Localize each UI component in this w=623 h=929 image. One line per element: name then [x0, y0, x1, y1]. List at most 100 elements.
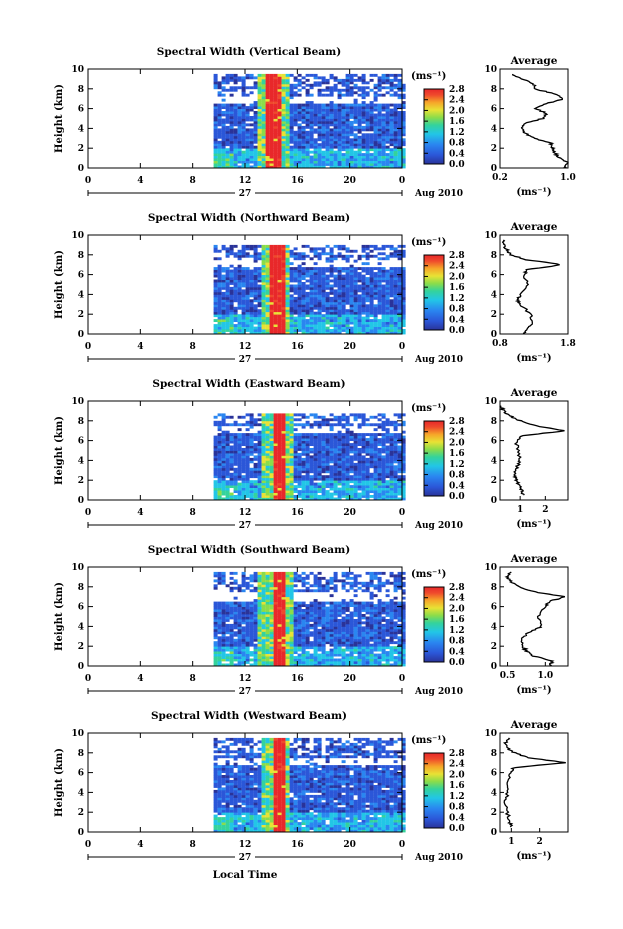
heatmap-cell — [245, 435, 250, 439]
heatmap-cell — [325, 81, 330, 85]
heatmap-cell — [329, 475, 334, 479]
heatmap-cell — [361, 279, 366, 283]
heatmap-cell — [245, 284, 250, 288]
heatmap-cell — [389, 73, 394, 77]
heatmap-cell — [265, 465, 270, 469]
heatmap-cell — [385, 490, 390, 493]
heatmap-cell — [381, 294, 386, 298]
heatmap-cell — [365, 272, 370, 275]
heatmap-cell — [385, 286, 390, 290]
heatmap-cell — [217, 651, 222, 654]
heatmap-cell — [385, 440, 390, 444]
heatmap-cell — [225, 495, 230, 498]
heatmap-cell — [401, 462, 406, 466]
heatmap-cell — [253, 311, 258, 315]
heatmap-cell — [285, 160, 290, 164]
heatmap-cell — [237, 143, 242, 147]
heatmap-cell — [281, 130, 286, 134]
heatmap-cell — [389, 244, 394, 248]
heatmap-cell — [237, 455, 242, 459]
heatmap-cell — [397, 492, 402, 496]
heatmap-cell — [221, 135, 226, 139]
heatmap-cell — [269, 244, 274, 248]
heatmap-cell — [317, 294, 322, 298]
heatmap-cell — [301, 457, 306, 461]
heatmap-cell — [377, 492, 382, 496]
heatmap-cell — [229, 299, 234, 303]
heatmap-cell — [237, 497, 242, 501]
heatmap-cell — [257, 299, 262, 303]
heatmap-cell — [241, 120, 246, 124]
heatmap-cell — [365, 443, 370, 446]
heatmap-cell — [365, 108, 370, 112]
heatmap-cell — [377, 160, 382, 164]
heatmap-cell — [257, 111, 262, 114]
heatmap-cell — [357, 467, 362, 471]
heatmap-cell — [273, 165, 278, 169]
heatmap-cell — [357, 324, 362, 327]
heatmap-cell — [225, 457, 230, 461]
heatmap-cell — [241, 661, 246, 664]
heatmap-cell — [229, 440, 234, 444]
y-axis-label: Height (km) — [54, 250, 65, 319]
heatmap-cell — [369, 480, 374, 484]
heatmap-cell — [225, 78, 230, 82]
heatmap-cell — [245, 428, 250, 432]
avg-x-label: (ms⁻¹) — [516, 519, 551, 530]
heatmap-cell — [313, 83, 318, 87]
heatmap-cell — [341, 492, 346, 496]
heatmap-cell — [313, 140, 318, 144]
heatmap-cell — [361, 140, 366, 144]
heatmap-cell — [333, 296, 338, 300]
heatmap-cell — [321, 467, 326, 471]
heatmap-cell — [293, 274, 298, 278]
heatmap-cell — [217, 272, 222, 275]
heatmap-cell — [241, 244, 246, 248]
heatmap-cell — [277, 148, 282, 152]
heatmap-cell — [281, 138, 286, 142]
heatmap-cell — [269, 165, 274, 169]
heatmap-cell — [337, 433, 342, 436]
heatmap-cell — [337, 448, 342, 451]
colorbar — [423, 88, 445, 165]
heatmap-cell — [221, 160, 226, 164]
heatmap-cell — [281, 443, 286, 446]
heatmap-cell — [389, 321, 394, 325]
heatmap-cell — [401, 165, 406, 169]
heatmap-cell — [261, 296, 266, 300]
avg-y-tick-label: 10 — [484, 231, 497, 241]
heatmap-cell — [281, 155, 286, 159]
heatmap-cell — [349, 123, 354, 127]
heatmap-cell — [317, 475, 322, 479]
heatmap-cell — [281, 272, 286, 275]
heatmap-cell — [221, 576, 226, 580]
heatmap-cell — [337, 480, 342, 484]
heatmap-cell — [285, 438, 290, 441]
heatmap-cell — [349, 267, 354, 270]
heatmap-cell — [365, 440, 370, 444]
heatmap-cell — [221, 279, 226, 283]
heatmap-cell — [353, 472, 358, 476]
heatmap-cell — [233, 626, 238, 630]
heatmap-cell — [221, 475, 226, 479]
heatmap-cell — [393, 103, 398, 107]
heatmap-cell — [317, 93, 322, 97]
heatmap-cell — [337, 495, 342, 498]
avg-x-tick-label: 1.8 — [560, 339, 576, 349]
x-tick-label: 4 — [137, 508, 143, 518]
heatmap-cell — [385, 113, 390, 117]
heatmap-cell — [249, 133, 254, 137]
heatmap-cell — [217, 428, 222, 432]
heatmap-cell — [229, 289, 234, 293]
heatmap-cell — [289, 272, 294, 275]
heatmap-cell — [313, 106, 318, 109]
heatmap-cell — [237, 257, 242, 261]
heatmap-cell — [393, 130, 398, 134]
heatmap-cell — [337, 165, 342, 169]
heatmap-cell — [381, 472, 386, 476]
heatmap-cell — [237, 477, 242, 481]
heatmap-cell — [313, 440, 318, 444]
heatmap-cell — [377, 163, 382, 166]
heatmap-cell — [237, 106, 242, 109]
heatmap-cell — [285, 140, 290, 144]
